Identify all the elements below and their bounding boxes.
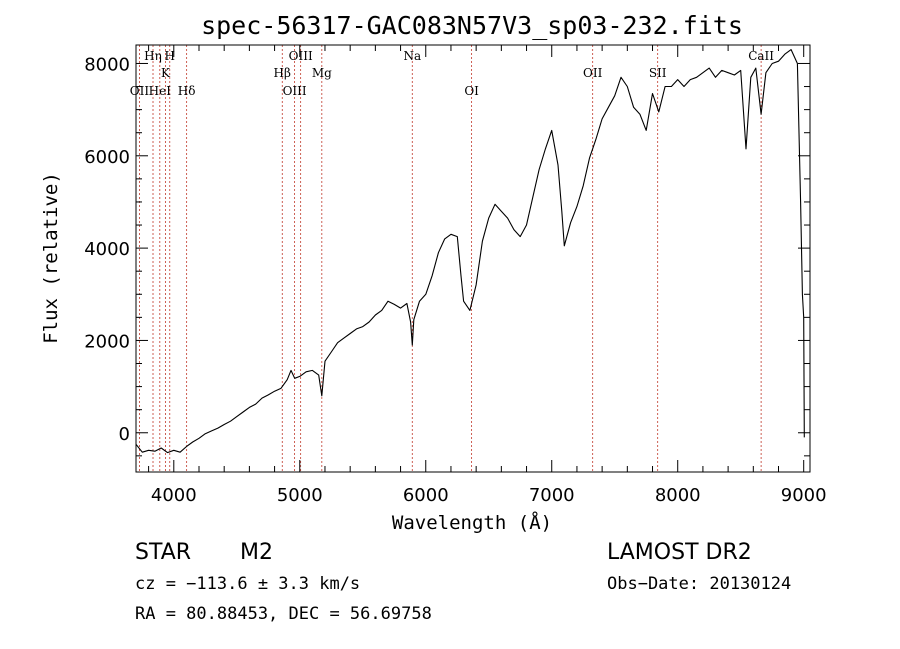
y-tick-label: 4000 bbox=[84, 239, 130, 260]
x-tick-label: 7000 bbox=[529, 485, 575, 506]
spectral-line-label: OI bbox=[464, 84, 479, 98]
plot-frame bbox=[135, 44, 811, 473]
spectral-line-label: OII bbox=[130, 84, 150, 98]
coordinates-readout: RA = 80.88453, DEC = 56.69758 bbox=[135, 604, 432, 624]
spectral-line-label: HeI bbox=[149, 84, 172, 98]
redshift-readout: cz = −113.6 ± 3.3 km/s bbox=[135, 574, 360, 594]
spectral-line-label: Hη bbox=[144, 49, 162, 63]
spectral-line-markers bbox=[139, 45, 762, 472]
x-tick-label: 4000 bbox=[151, 485, 197, 506]
x-axis-label: Wavelength (Å) bbox=[392, 511, 552, 534]
object-class: STAR bbox=[135, 540, 191, 565]
y-tick-label: 2000 bbox=[84, 331, 130, 352]
y-axis-ticks: 0 2000 4000 6000 8000 bbox=[84, 54, 810, 457]
spectral-line-label: H bbox=[165, 49, 175, 63]
spectral-line-label: CaII bbox=[748, 49, 774, 63]
survey-name: LAMOST DR2 bbox=[607, 540, 752, 565]
spectral-line-label: Hβ bbox=[274, 66, 291, 80]
spectral-line-label: OIII bbox=[283, 84, 307, 98]
object-subclass: M2 bbox=[240, 540, 273, 565]
x-tick-label: 9000 bbox=[781, 485, 827, 506]
x-tick-label: 8000 bbox=[655, 485, 701, 506]
spectral-line-label: K bbox=[161, 66, 171, 80]
x-tick-label: 5000 bbox=[277, 485, 323, 506]
spectral-line-label: OIII bbox=[289, 49, 313, 63]
x-tick-label: 6000 bbox=[403, 485, 449, 506]
spectral-line-labels: OII Hη HeI KH Hδ Hβ OIII OIII Mg Na OI OII SII CaII bbox=[130, 49, 775, 98]
spectral-line-label: Na bbox=[403, 49, 421, 63]
y-axis-label: Flux (relative) bbox=[40, 172, 62, 344]
spectral-line-label: SII bbox=[649, 66, 667, 80]
y-tick-label: 6000 bbox=[84, 147, 130, 168]
spectrum-series-line bbox=[135, 49, 805, 454]
x-axis-ticks: 4000 5000 6000 7000 8000 9000 bbox=[148, 45, 827, 506]
spectral-line-label: Hδ bbox=[178, 84, 196, 98]
spectral-line-label: Mg bbox=[312, 66, 332, 80]
y-tick-label: 0 bbox=[119, 424, 130, 445]
observation-date: Obs−Date: 20130124 bbox=[607, 574, 791, 594]
y-tick-label: 8000 bbox=[84, 54, 130, 75]
chart-title: spec-56317-GAC083N57V3_sp03-232.fits bbox=[201, 11, 743, 40]
spectral-line-label: OII bbox=[583, 66, 603, 80]
